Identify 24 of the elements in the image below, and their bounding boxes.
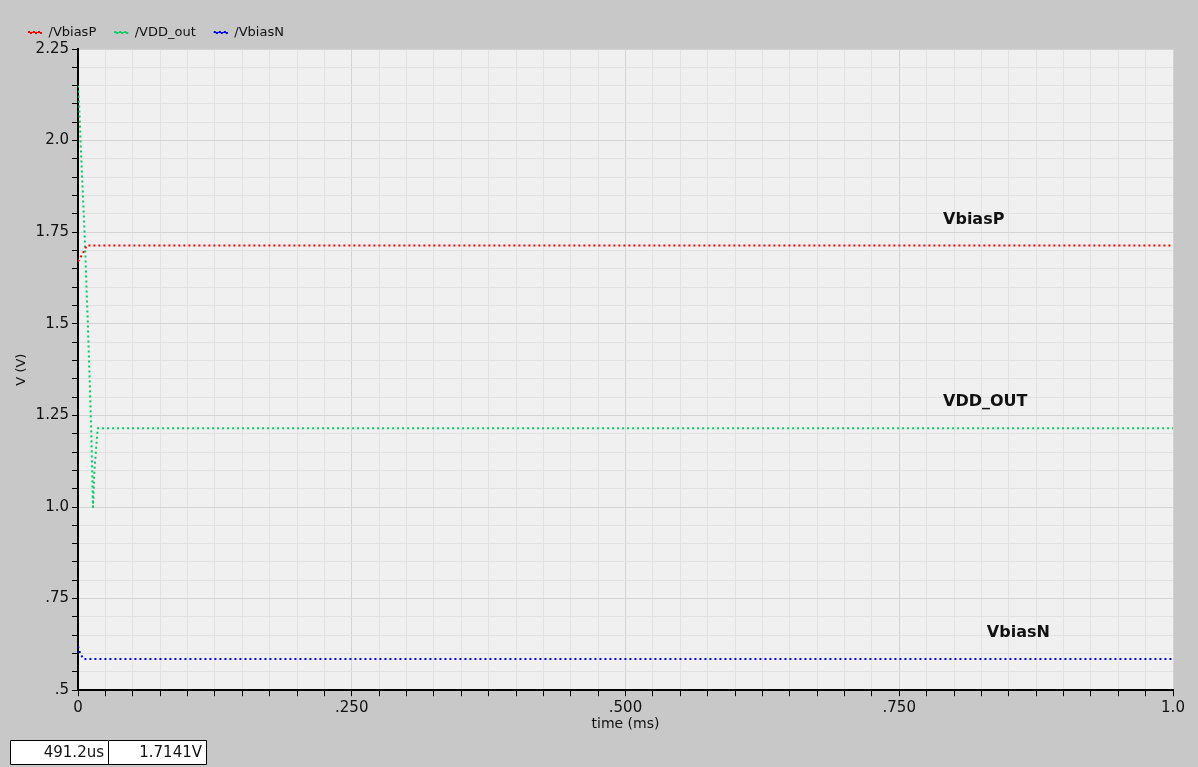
- x-tick-label: 0: [73, 698, 83, 717]
- y-tick-label: 1.25: [35, 405, 69, 424]
- legend-label: /VDD_out: [134, 23, 196, 39]
- x-tick-label: .250: [335, 698, 369, 717]
- x-tick-label: 1.0: [1161, 698, 1185, 717]
- text: 1.7141V: [139, 742, 203, 761]
- legend-label: /VbiasN: [234, 23, 284, 39]
- y-axis-title: V (V): [13, 353, 29, 386]
- y-tick-label: .5: [54, 680, 69, 699]
- y-tick-label: 1.5: [45, 313, 69, 332]
- x-tick-label: .750: [882, 698, 916, 717]
- y-tick-label: 1.0: [45, 496, 69, 515]
- annotation: VbiasP: [943, 208, 1005, 228]
- legend-label: /VbiasP: [48, 23, 97, 39]
- line-series: [78, 84, 1173, 508]
- y-tick-label: 2.25: [35, 38, 69, 57]
- text: 491.2us: [43, 742, 105, 761]
- x-axis-title: time (ms): [591, 715, 660, 732]
- y-tick-label: .75: [45, 588, 69, 607]
- annotation: VbiasN: [986, 622, 1050, 642]
- y-tick-label: 2.0: [45, 130, 69, 149]
- y-tick-label: 1.75: [35, 222, 69, 241]
- x-tick-label: .500: [608, 698, 643, 717]
- annotation: VDD_OUT: [943, 391, 1028, 411]
